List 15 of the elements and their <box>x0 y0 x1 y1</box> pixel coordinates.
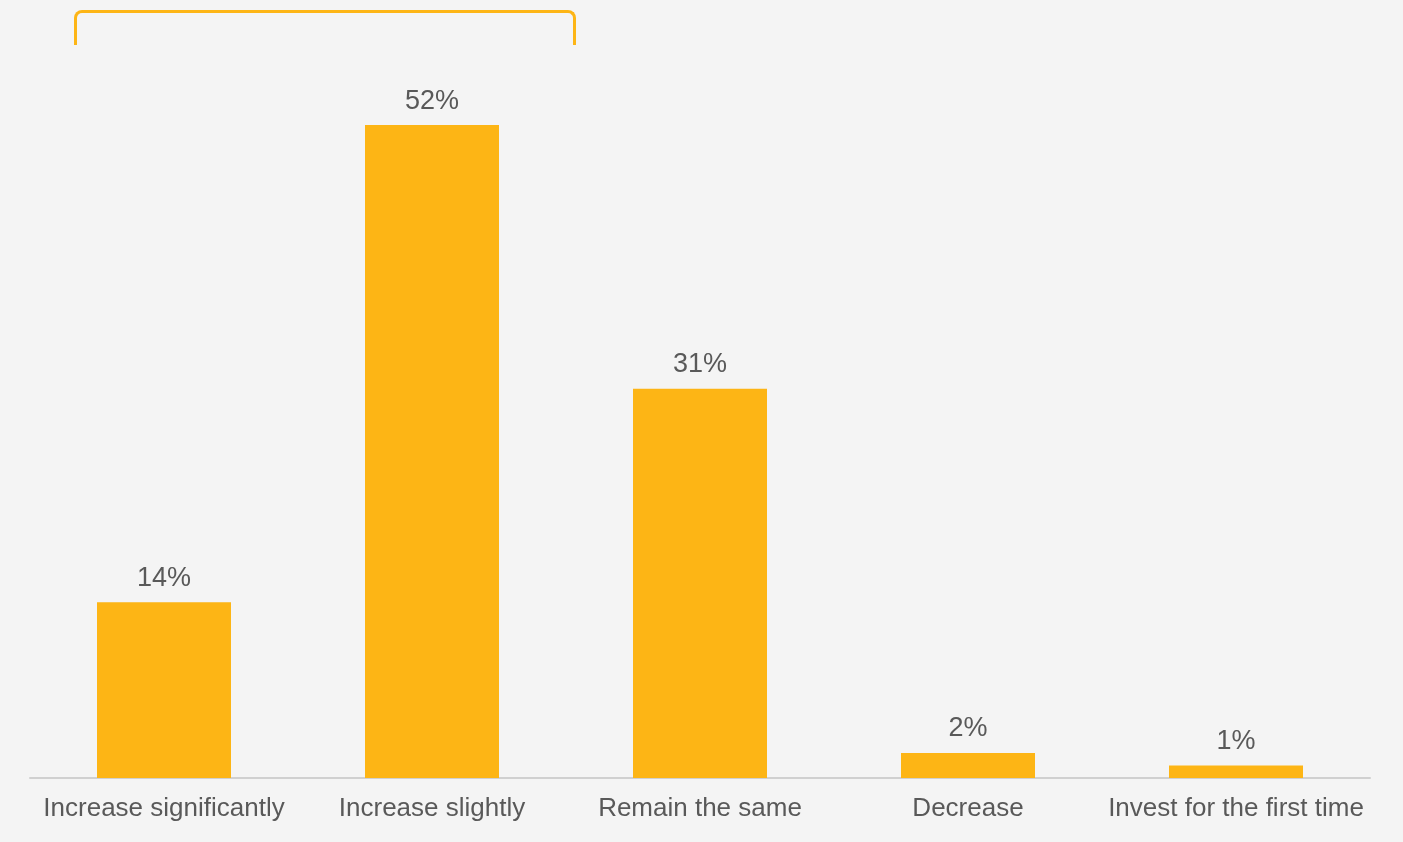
x-tick-label: Decrease <box>912 792 1024 822</box>
x-tick-label: Remain the same <box>598 792 802 822</box>
bar <box>633 388 767 778</box>
bar <box>1169 765 1303 778</box>
x-tick-label: Increase significantly <box>43 792 285 822</box>
x-tick-label: Increase slightly <box>338 792 526 822</box>
x-tick-label: Invest for the first time <box>1108 792 1364 822</box>
data-label: 1% <box>1216 724 1256 755</box>
bar <box>97 602 231 778</box>
data-label: 2% <box>948 712 988 743</box>
data-label: 31% <box>672 348 728 379</box>
bar <box>901 752 1035 778</box>
data-label: 52% <box>404 84 460 115</box>
bar <box>365 125 499 778</box>
data-label: 14% <box>136 561 192 592</box>
